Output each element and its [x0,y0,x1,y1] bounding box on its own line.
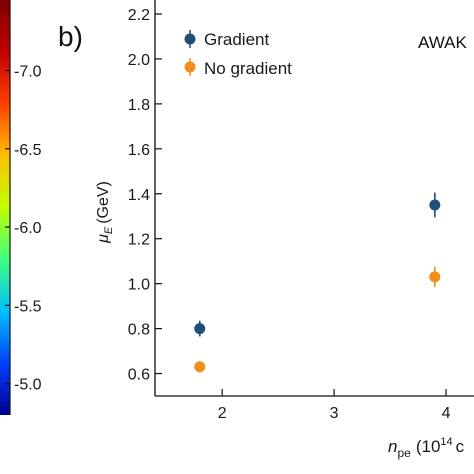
plot-area: 0.6 0.8 1.0 1.2 1.4 1.6 1.8 2.0 2.2 2 3 4 [128,0,474,422]
legend-no-gradient-label: No gradient [204,59,292,78]
y-label-subscript: E [103,226,115,234]
x-label-exponent: 14 [440,436,452,448]
data-point [429,199,441,211]
legend-no-gradient-marker [184,61,196,73]
y-tick-label: 1.8 [128,97,150,114]
y-tick-label: 1.0 [128,277,150,294]
legend-gradient-marker [184,33,196,45]
legend-item-gradient: Gradient [184,30,269,49]
y-label-unit: (GeV) [95,181,112,224]
svg-text:μE(GeV): μE (GeV) [95,181,115,244]
series-gradient [194,192,441,337]
x-label-unit: (10 [416,437,441,456]
colorbar: -7.0 -6.5 -6.0 -5.5 -5.0 [0,0,42,415]
panel-label: b) [58,21,83,52]
x-label-symbol: n [388,437,397,456]
y-tick-label: 0.8 [128,322,150,339]
y-ticks: 0.6 0.8 1.0 1.2 1.4 1.6 1.8 2.0 2.2 [128,7,162,384]
data-point [429,271,441,283]
colorbar-tick-label: -6.0 [14,220,42,237]
colorbar-tick-label: -6.5 [14,142,42,159]
y-axis-label: μE (GeV) [95,181,115,244]
x-ticks: 2 3 4 [218,389,451,422]
y-tick-label: 1.4 [128,187,150,204]
data-point [194,361,206,373]
colorbar-tick-label: -5.5 [14,298,42,315]
legend: Gradient No gradient [184,30,292,78]
x-label-tail: c [456,437,465,456]
data-point [194,323,206,335]
colorbar-strip [0,0,10,415]
experiment-annotation: AWAK [418,33,467,52]
y-label-symbol: μ [95,234,112,244]
x-tick-label: 2 [218,405,227,422]
x-tick-label: 4 [442,405,451,422]
y-tick-label: 1.6 [128,142,150,159]
y-tick-label: 1.2 [128,232,150,249]
colorbar-tick-label: -5.0 [14,377,42,394]
data-series [194,192,441,373]
colorbar-tick-label: -7.0 [14,63,42,80]
x-axis-label: npe (1014 c [388,436,465,460]
x-label-subscript: pe [397,446,411,460]
colorbar-ticks: -7.0 -6.5 -6.0 -5.5 -5.0 [5,63,42,394]
series-no-gradient [194,266,441,373]
x-tick-label: 3 [330,405,339,422]
y-tick-label: 2.0 [128,52,150,69]
y-tick-label: 0.6 [128,367,150,384]
legend-gradient-label: Gradient [204,30,269,49]
legend-item-no-gradient: No gradient [184,58,292,78]
y-tick-label: 2.2 [128,7,150,24]
